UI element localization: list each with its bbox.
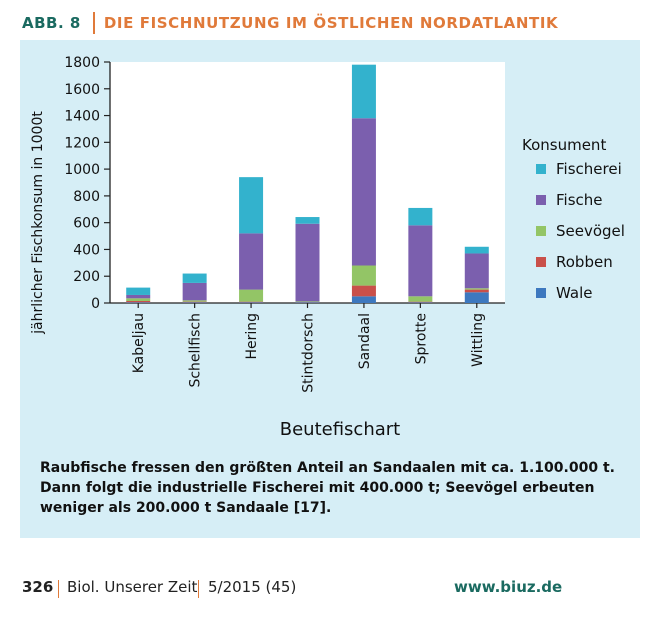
figure-title: DIE FISCHNUTZUNG IM ÖSTLICHEN NORDATLANT… [103,14,559,32]
bar-segment [351,118,376,266]
y-tick-label: 1200 [64,135,100,151]
x-tick-label: Wittling [470,313,486,367]
bar-segment [408,225,433,297]
x-axis-title: Beutefischart [280,419,400,440]
legend-swatch [536,226,546,236]
y-tick-label: 1400 [64,109,100,125]
bar-segment [464,289,489,293]
x-tick-label: Schellfisch [188,313,204,388]
legend-label: Robben [556,253,613,271]
y-axis-title: jährlicher Fischkonsum in 1000t [30,111,46,335]
bar-segment [295,301,320,303]
page-number: 326 [22,578,54,596]
bar-segment [182,302,207,303]
legend-label: Wale [556,284,592,302]
bar-segment [464,288,489,290]
header-divider [92,12,95,34]
bar-segment [351,296,376,303]
bar-segment [239,177,264,234]
legend-label: Seevögel [556,222,625,240]
bar-segment [239,302,264,303]
figure-panel: 0 200 400 600 800 1000 1200 1400 1600 1800 Kabelja… [20,40,640,538]
y-tick-label: 800 [73,189,100,205]
footer-divider [58,580,59,598]
bar-segment [182,300,207,302]
figure-header: ABB. 8 DIE FISCHNUTZUNG IM ÖSTLICHEN NOR… [22,11,558,35]
bar-segment [295,223,320,302]
bar-segment [182,282,207,301]
bar-segment [408,207,433,226]
bar-segment [239,289,264,302]
bar-segment [464,292,489,303]
y-tick-label: 600 [73,216,100,232]
legend-title: Konsument [522,136,606,154]
y-tick-label: 1800 [64,55,100,71]
x-tick-label: Kabeljau [131,313,147,373]
bar-segment [126,298,151,301]
footer-divider [198,580,199,598]
bar-segment [408,302,433,303]
bar-segment [182,273,207,283]
figure-caption: Raubfische fressen den größten Anteil an… [40,460,615,516]
bar-segment [239,301,264,303]
website-link[interactable]: www.biuz.de [454,578,563,596]
bar-segment [351,64,376,119]
y-tick-label: 400 [73,242,100,258]
x-tick-label: Stintdorsch [301,313,317,393]
legend-label: Fischerei [556,160,622,178]
legend-swatch [536,257,546,267]
figure-number: ABB. 8 [22,14,81,32]
journal-name: Biol. Unserer Zeit [67,578,198,596]
bar-segment [126,287,151,295]
bar-segment [182,301,207,303]
bar-segment [351,285,376,297]
x-tick-label: Sprotte [413,313,429,364]
bar-segment [126,294,151,299]
x-tick-label: Hering [244,313,260,360]
bar-segment [408,301,433,303]
y-tick-label: 200 [73,269,100,285]
legend-swatch [536,288,546,298]
bar-segment [351,265,376,286]
journal-issue: 5/2015 (45) [208,578,297,596]
legend-swatch [536,195,546,205]
legend-swatch [536,164,546,174]
legend-label: Fische [556,191,603,209]
bar-segment [464,246,489,254]
x-tick-label: Sandaal [357,313,373,369]
bar-segment [295,302,320,303]
y-tick-label: 1000 [64,162,100,178]
stacked-bar-chart: 0 200 400 600 800 1000 1200 1400 1600 1800 Kabelja… [30,55,625,440]
bar-segment [126,302,151,303]
y-tick-label: 1600 [64,82,100,98]
bar-segment [408,296,433,302]
bar-segment [464,253,489,289]
bar-segment [239,233,264,290]
bar-segment [295,217,320,224]
y-tick-label: 0 [91,296,100,312]
bar-segment [126,300,151,303]
